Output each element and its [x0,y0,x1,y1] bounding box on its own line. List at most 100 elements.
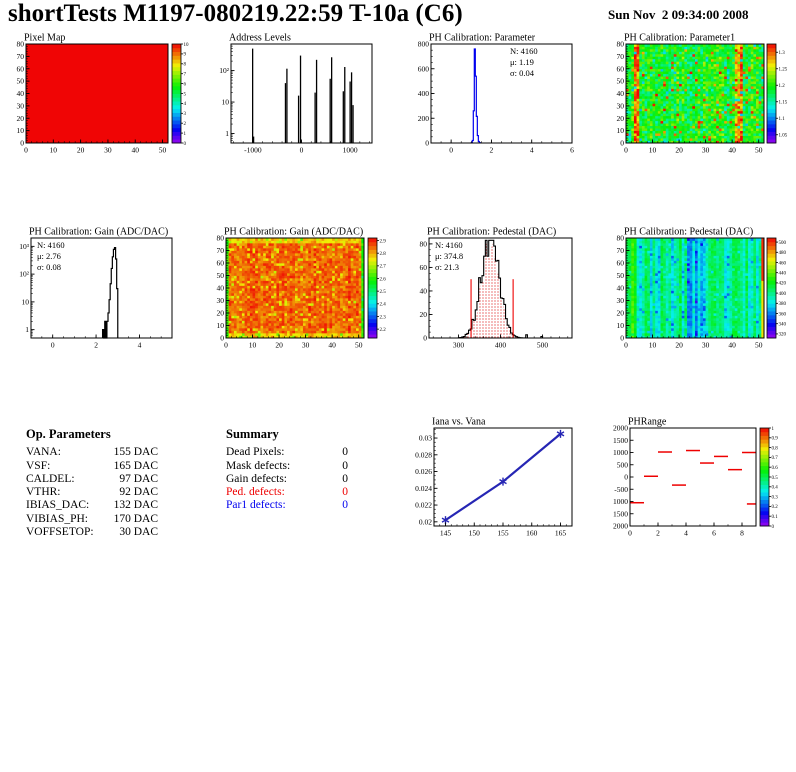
x-tick-label: 50 [755,341,763,350]
x-tick-label: 1000 [343,146,358,155]
op-parameter-row-value: 155 DAC [113,446,158,459]
y-tick-label: 1000 [613,448,628,457]
y-tick-label: 0.026 [415,467,432,476]
x-tick-label: 0 [24,146,28,155]
x-tick-label: 400 [495,341,507,350]
y-axis: 1 10 10² [219,43,235,144]
x-tick-label: 0 [51,341,55,350]
op-parameter-row-label: VANA: [26,446,61,459]
summary-row-label: Par1 defects: [226,499,286,512]
y-axis: 0.02 0.022 0.024 0.026 0.028 0.03 [415,429,438,526]
x-tick-label: 40 [728,146,736,155]
summary-row-label: Ped. defects: [226,486,285,499]
colorbar-tick-label: 1.3 [779,51,786,56]
panel-title: PH Calibration: Pedestal (DAC) [624,227,753,238]
x-tick-label: 10 [649,341,657,350]
op-parameters-heading: Op. Parameters [26,427,111,441]
y-axis: 0 200 400 600 800 [418,40,435,148]
y-tick-label: 10² [219,66,230,75]
chart-pedestal-hist: PH Calibration: Pedestal (DAC)300 400 5000… [420,227,573,350]
y-tick-label: 80 [217,234,225,243]
colorbar-tick-label: 2.8 [380,252,387,257]
y-axis: 0 10 20 30 40 50 60 70 80 [217,234,230,343]
data-marker [499,477,507,486]
colorbar: 500 480 460 440 420 400 380 360 340 320 [766,237,787,339]
colorbar-tick-label: 1.15 [779,101,788,106]
colorbar-tick-label: 0.3 [772,495,779,500]
colorbar-tick-label: 2.4 [380,303,387,308]
colorbar-tick-label: 340 [779,323,787,328]
summary-row-label: Gain defects: [226,472,287,485]
address-level-spikes [251,48,354,143]
y-tick-label: 0.028 [415,450,432,459]
colorbar-tick-label: 10 [184,43,190,48]
page-title: shortTests M1197-080219.22:59 T-10a (C6) [8,0,463,27]
colorbar-tick-label: 460 [779,261,787,266]
stats-line: μ: 1.19 [510,57,534,67]
y-tick-label: 30 [17,101,25,110]
colorbar-tick-label: 6 [184,82,187,87]
y-tick-label: 10 [217,321,225,330]
heatmap-cells [626,44,765,144]
y-tick-label: 800 [418,40,430,49]
colorbar-tick-label: 5 [184,92,187,97]
x-tick-label: 4 [684,529,688,538]
x-tick-label: 30 [702,341,710,350]
x-tick-label: 20 [675,341,683,350]
panel-title: PH Calibration: Gain (ADC/DAC) [29,227,168,238]
colorbar-tick-label: 2.5 [380,290,387,295]
stats-line: σ: 21.3 [435,262,459,272]
op-parameter-row-label: CALDEL: [26,472,75,485]
panel-title: PH Calibration: Gain (ADC/DAC) [224,227,363,238]
op-parameter-row-value: 170 DAC [113,512,158,525]
y-tick-label: 50 [617,271,625,280]
x-tick-label: 10 [50,146,58,155]
x-tick-label: 20 [675,146,683,155]
summary-block: Summary Dead Pixels: 0 Mask defects: 0 Gain … [226,427,348,513]
op-parameter-row-label: VOFFSETOP: [26,526,94,539]
op-parameter-row-value: 165 DAC [113,459,158,472]
panel-ph-calibration-parameter1-map: PH Calibration: Parameter1 0 10 20 30 40 50 0 10… [604,33,796,160]
colorbar-tick-label: 0.8 [772,446,779,451]
y-axis: 0 10 20 30 40 50 60 70 80 [617,40,630,148]
x-tick-label: 0 [224,341,228,350]
summary-row: Gain defects: 0 [226,473,348,486]
y-tick-label: 10 [17,126,25,135]
x-tick-label: 20 [77,146,85,155]
op-parameter-row: VSF: 165 DAC [26,460,158,473]
summary-heading: Summary [226,427,279,441]
y-tick-label: 2000 [613,522,628,531]
op-parameter-row-label: VSF: [26,459,51,472]
y-tick-label: 40 [217,284,225,293]
op-parameter-row: VANA: 155 DAC [26,446,158,459]
panel-pedestal-map: PH Calibration: Pedestal (DAC) 0 10 20 30 40 5… [604,216,796,358]
y-tick-label: 10 [22,297,30,306]
op-parameter-row-label: VTHR: [26,486,61,499]
y-tick-label: 0.022 [415,501,432,510]
x-tick-label: 0 [300,146,304,155]
x-axis: 0 10 20 30 40 50 [224,334,365,350]
colorbar-tick-label: 2.9 [380,239,387,244]
summary-row-value: 0 [342,486,348,499]
x-tick-label: 2 [490,146,494,155]
summary-row-label: Dead Pixels: [226,446,285,459]
stats-line: N: 4160 [37,240,65,250]
x-tick-label: 40 [328,341,336,350]
y-tick-label: 30 [617,296,625,305]
x-tick-label: 30 [702,146,710,155]
y-tick-label: 2000 [613,424,628,433]
x-tick-label: 30 [302,341,310,350]
op-parameter-row-label: VIBIAS_PH: [26,512,88,525]
x-tick-label: 500 [537,341,549,350]
y-tick-label: 70 [17,52,25,61]
panel-ph-range: PHRange 0 2 4 6 8 2000 1500 1000 500 0 -500 1000 1500… [604,406,796,548]
y-tick-label: 0 [620,139,624,148]
colorbar-tick-label: 1.05 [779,134,788,139]
chart-pedestal-map: PH Calibration: Pedestal (DAC) 0 10 20 30 40 5… [617,227,787,350]
panel-address-levels: Address Levels -1000 0 1000 1 10 10² [204,33,400,160]
range-segments [630,449,756,505]
colorbar-tick-label: 2.3 [380,315,387,320]
x-tick-label: 145 [440,529,452,538]
